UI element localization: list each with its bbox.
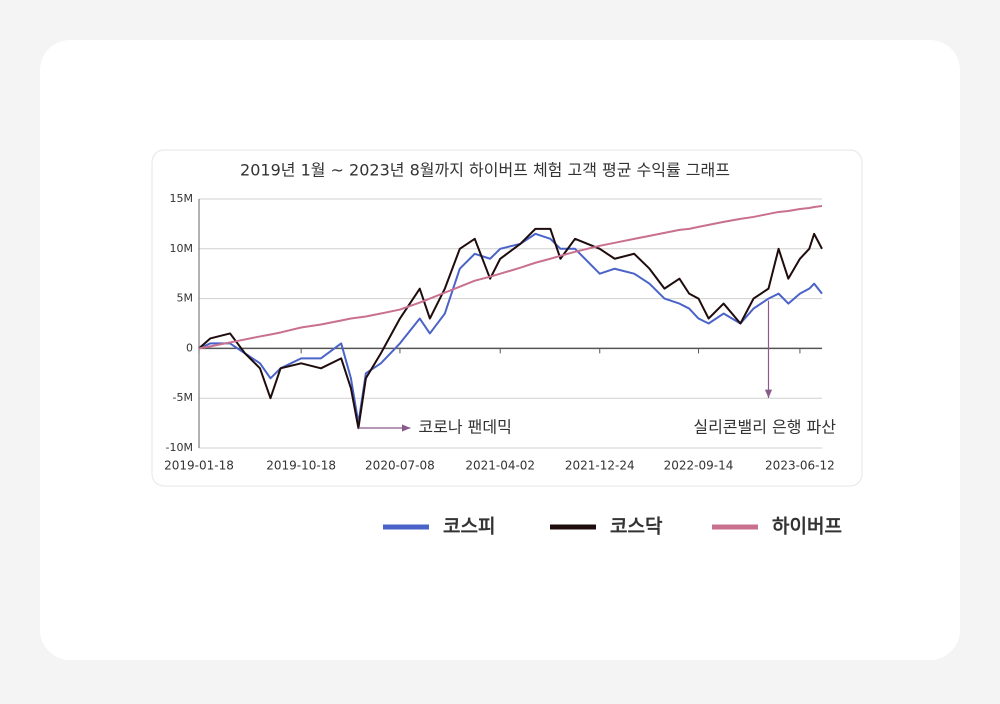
x-tick-label: 2021-04-02 bbox=[465, 459, 535, 473]
chart-title: 2019년 1월 ~ 2023년 8월까지 하이버프 체험 고객 평균 수익률 … bbox=[240, 161, 730, 180]
x-tick-label: 2020-07-08 bbox=[365, 459, 435, 473]
x-tick-label: 2019-01-18 bbox=[164, 459, 234, 473]
y-tick-label: 0 bbox=[186, 341, 193, 354]
y-tick-label: 15M bbox=[170, 192, 194, 205]
y-tick-label: -5M bbox=[173, 391, 193, 404]
x-tick-label: 2023-06-12 bbox=[765, 459, 835, 473]
x-tick-label: 2019-10-18 bbox=[266, 459, 336, 473]
legend-label: 하이버프 bbox=[772, 516, 842, 538]
series-line bbox=[198, 227, 823, 430]
series-line bbox=[198, 204, 823, 350]
y-tick-label: 5M bbox=[177, 292, 194, 305]
x-tick-label: 2021-12-24 bbox=[565, 459, 635, 473]
y-tick-label: -10M bbox=[166, 441, 193, 454]
annotation: 코로나 팬데믹 bbox=[418, 418, 511, 437]
x-tick-label: 2022-09-14 bbox=[664, 459, 734, 473]
series-line bbox=[198, 232, 823, 425]
chart-frame bbox=[151, 149, 863, 487]
annotation: 실리콘밸리 은행 파산 bbox=[693, 418, 836, 437]
legend-label: 코스피 bbox=[443, 516, 495, 538]
y-tick-label: 10M bbox=[170, 242, 194, 255]
legend-label: 코스닥 bbox=[610, 516, 663, 538]
